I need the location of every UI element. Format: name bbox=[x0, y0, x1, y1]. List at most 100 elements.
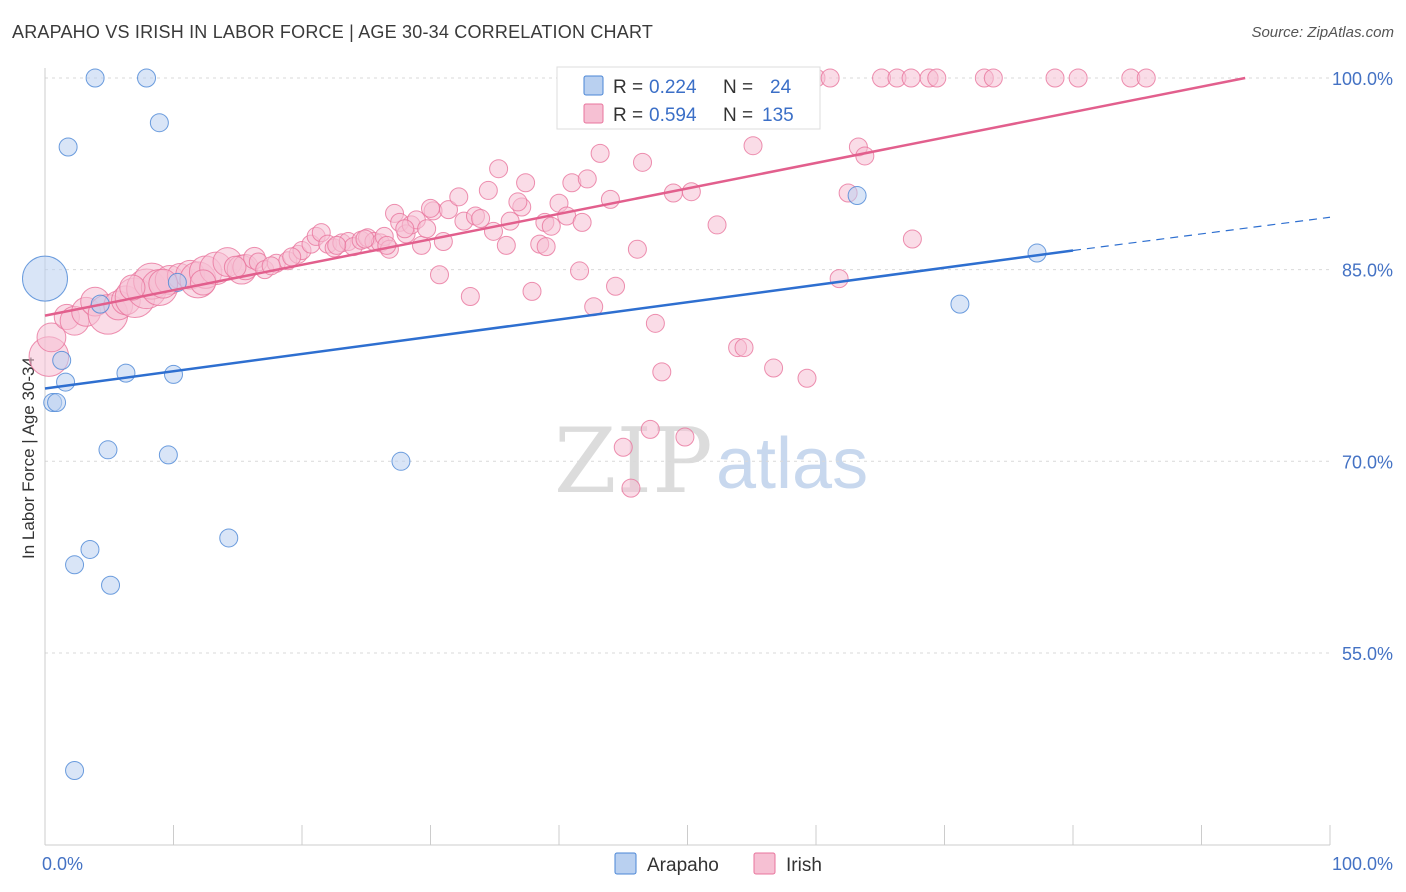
irish-point bbox=[902, 229, 922, 249]
irish-point bbox=[901, 68, 921, 88]
irish-point bbox=[855, 146, 875, 166]
irish-n-value: 135 bbox=[762, 105, 794, 126]
gridlines bbox=[45, 77, 1330, 654]
irish-bottom-swatch bbox=[753, 852, 776, 875]
irish-point bbox=[829, 269, 849, 289]
arapaho-point bbox=[58, 137, 78, 157]
source-credit: Source: ZipAtlas.com bbox=[1251, 24, 1394, 41]
y-tick-label: 85.0% bbox=[1342, 261, 1393, 281]
irish-point bbox=[652, 362, 672, 382]
irish-point bbox=[1068, 68, 1088, 88]
arapaho-point bbox=[65, 555, 85, 575]
arapaho-r-label: R = bbox=[613, 77, 643, 98]
irish-point bbox=[429, 265, 449, 285]
watermark-atlas: atlas bbox=[716, 424, 868, 504]
y-tick-label: 70.0% bbox=[1342, 452, 1393, 472]
irish-point bbox=[983, 68, 1003, 88]
irish-point bbox=[536, 237, 556, 257]
arapaho-point bbox=[101, 575, 121, 595]
irish-point bbox=[496, 235, 516, 255]
irish-point bbox=[606, 276, 626, 296]
arapaho-point bbox=[847, 186, 867, 206]
y-tick-labels: 100.0% 85.0% 70.0% 55.0% bbox=[1332, 69, 1393, 664]
arapaho-r-value: 0.224 bbox=[649, 77, 697, 98]
irish-point bbox=[621, 478, 641, 498]
irish-point bbox=[421, 198, 440, 218]
arapaho-n-label: N = bbox=[723, 77, 753, 98]
irish-point bbox=[570, 261, 590, 281]
arapaho-point bbox=[164, 364, 183, 384]
irish-point bbox=[590, 143, 610, 163]
y-tick-label: 100.0% bbox=[1332, 69, 1393, 89]
irish-point bbox=[449, 187, 469, 207]
irish-point bbox=[820, 68, 840, 88]
arapaho-point bbox=[47, 393, 67, 413]
irish-point bbox=[1136, 68, 1156, 88]
arapaho-point bbox=[149, 113, 169, 133]
arapaho-point bbox=[391, 451, 411, 471]
irish-point bbox=[395, 219, 415, 239]
irish-point bbox=[223, 255, 247, 279]
irish-point bbox=[640, 419, 660, 439]
x-tick-label-min: 0.0% bbox=[42, 854, 83, 874]
irish-point bbox=[645, 313, 665, 333]
irish-bottom-label: Irish bbox=[786, 855, 822, 876]
irish-point bbox=[36, 322, 67, 353]
irish-point bbox=[471, 209, 491, 229]
irish-trendline bbox=[44, 76, 1246, 317]
irish-point bbox=[675, 427, 695, 447]
irish-n-label: N = bbox=[723, 105, 753, 126]
irish-point bbox=[572, 212, 592, 232]
irish-point bbox=[734, 338, 754, 358]
irish-r-value: 0.594 bbox=[649, 105, 697, 126]
irish-point bbox=[627, 239, 647, 259]
irish-legend-swatch bbox=[583, 103, 604, 124]
arapaho-point bbox=[52, 350, 72, 370]
irish-r-label: R = bbox=[613, 105, 643, 126]
arapaho-point bbox=[56, 372, 76, 392]
arapaho-point bbox=[1027, 243, 1047, 263]
irish-point bbox=[577, 169, 597, 189]
irish-point bbox=[119, 274, 146, 301]
arapaho-point bbox=[219, 528, 239, 548]
stats-legend: R = 0.224 N = 24 R = 0.594 N = 135 bbox=[556, 66, 821, 130]
irish-point bbox=[508, 192, 528, 212]
y-tick-label: 55.0% bbox=[1342, 644, 1393, 664]
axes bbox=[44, 68, 1331, 846]
arapaho-point bbox=[137, 68, 157, 88]
arapaho-point bbox=[22, 255, 68, 302]
irish-point bbox=[613, 437, 633, 457]
irish-point bbox=[522, 281, 542, 301]
arapaho-trendline bbox=[44, 249, 1074, 390]
arapaho-bottom-swatch bbox=[614, 852, 637, 875]
arapaho-point bbox=[950, 294, 970, 314]
arapaho-point bbox=[80, 539, 100, 559]
arapaho-bottom-label: Arapaho bbox=[647, 855, 719, 876]
arapaho-legend-swatch bbox=[583, 75, 604, 96]
arapaho-point bbox=[158, 445, 178, 465]
irish-point bbox=[478, 180, 498, 200]
arapaho-n-value: 24 bbox=[770, 77, 792, 98]
arapaho-point bbox=[167, 272, 187, 292]
irish-point bbox=[764, 358, 784, 378]
arapaho-point bbox=[65, 761, 85, 781]
irish-point bbox=[417, 219, 437, 239]
irish-point bbox=[355, 229, 375, 249]
irish-point bbox=[516, 173, 536, 193]
irish-points bbox=[28, 68, 1156, 498]
irish-point bbox=[541, 216, 561, 236]
bottom-legend: Arapaho Irish bbox=[614, 852, 822, 876]
irish-point bbox=[707, 215, 727, 235]
irish-point bbox=[927, 68, 947, 88]
chart-title: ARAPAHO VS IRISH IN LABOR FORCE | AGE 30… bbox=[12, 22, 654, 42]
arapaho-trendline-extension bbox=[1072, 216, 1331, 252]
irish-point bbox=[797, 368, 817, 388]
arapaho-point bbox=[98, 440, 118, 460]
irish-point bbox=[1045, 68, 1065, 88]
x-tick-labels: 0.0% 100.0% bbox=[42, 854, 1393, 874]
irish-point bbox=[489, 159, 509, 179]
arapaho-points bbox=[22, 68, 1047, 781]
irish-point bbox=[282, 247, 302, 267]
irish-point bbox=[377, 235, 397, 255]
